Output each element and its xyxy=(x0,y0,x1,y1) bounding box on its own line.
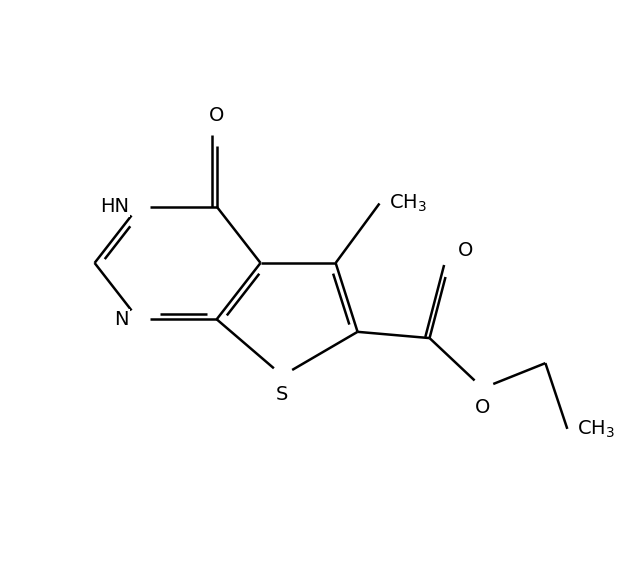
Text: S: S xyxy=(276,385,289,404)
Text: HN: HN xyxy=(100,197,129,216)
Text: O: O xyxy=(475,397,490,416)
Text: N: N xyxy=(115,310,129,329)
Text: O: O xyxy=(458,241,473,260)
Text: CH$_3$: CH$_3$ xyxy=(577,418,615,439)
Text: O: O xyxy=(209,106,225,125)
Text: CH$_3$: CH$_3$ xyxy=(389,193,427,214)
